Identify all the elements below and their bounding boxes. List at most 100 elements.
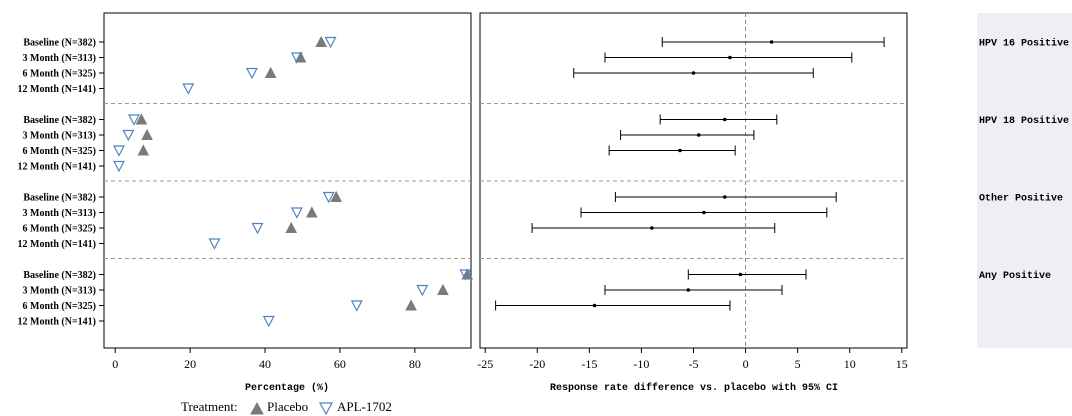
apl-1702-marker xyxy=(416,284,429,297)
row-label: 6 Month (N=325) xyxy=(23,224,96,235)
row-label: 12 Month (N=141) xyxy=(18,84,96,95)
row-label: 6 Month (N=325) xyxy=(23,69,96,80)
ci-bar xyxy=(531,223,776,233)
row-label: Baseline (N=382) xyxy=(23,115,96,126)
confidence-intervals xyxy=(495,37,885,311)
placebo-marker xyxy=(405,299,417,311)
group-label-panel xyxy=(977,13,1072,348)
group-label: Other Positive xyxy=(979,193,1063,205)
legend-placebo-marker xyxy=(250,401,264,415)
row-label: 3 Month (N=313) xyxy=(23,131,96,142)
x-tick-label: -5 xyxy=(689,357,699,371)
group-label: HPV 18 Positive xyxy=(979,115,1069,127)
ci-bar xyxy=(614,192,837,202)
apl-1702-marker xyxy=(112,145,125,157)
point-estimate xyxy=(769,40,774,44)
legend-apl-marker xyxy=(318,402,334,416)
apl-1702-marker xyxy=(324,36,337,49)
apl-1702-marker xyxy=(459,269,472,281)
group-labels: HPV 16 Positive HPV 18 Positive Other Posi… xyxy=(979,38,1069,283)
row-label: 12 Month (N=141) xyxy=(18,162,96,173)
ci-bar xyxy=(604,52,853,63)
apl-1702-marker xyxy=(322,191,335,204)
row-label: 3 Month (N=313) xyxy=(23,208,96,219)
row-label: 12 Month (N=141) xyxy=(18,317,96,328)
ci-bar xyxy=(687,269,807,280)
percentage-markers xyxy=(112,35,474,328)
ci-bar xyxy=(604,285,783,295)
placebo-marker xyxy=(306,206,318,218)
placebo-marker xyxy=(461,268,474,280)
placebo-marker xyxy=(330,190,343,202)
ci-bar xyxy=(620,130,755,140)
placebo-marker xyxy=(141,128,153,140)
point-estimate xyxy=(650,226,654,230)
apl-1702-marker xyxy=(290,207,303,219)
point-estimate xyxy=(592,303,597,308)
ci-bar xyxy=(659,114,778,125)
legend-apl-label: APL-1702 xyxy=(337,399,392,414)
point-estimate xyxy=(738,272,743,277)
apl-1702-marker xyxy=(122,129,135,142)
point-estimate xyxy=(722,195,727,199)
x-tick-label: 5 xyxy=(795,357,801,371)
x-tick-label: -25 xyxy=(477,357,493,371)
x-tick-label: 15 xyxy=(896,357,908,371)
x-tick-label: 80 xyxy=(409,357,421,371)
left-x-axis-title: Percentage (%) xyxy=(245,382,329,394)
placebo-marker xyxy=(315,35,328,47)
legend: Treatment: Placebo APL-1702 xyxy=(181,399,392,416)
x-tick-label: -20 xyxy=(529,357,545,371)
placebo-marker xyxy=(137,144,150,156)
x-tick-label: 10 xyxy=(844,357,856,371)
right-x-axis-title: Response rate difference vs. placebo wit… xyxy=(550,382,838,394)
point-estimate xyxy=(678,148,682,153)
placebo-marker xyxy=(437,283,449,295)
x-tick-label: 0 xyxy=(112,357,118,371)
right-group-separators xyxy=(480,13,907,348)
point-estimate xyxy=(702,210,706,215)
apl-1702-marker xyxy=(350,300,363,312)
x-tick-label: -15 xyxy=(581,357,597,371)
left-group-separators xyxy=(104,103,471,259)
ci-bar xyxy=(661,37,885,47)
right-x-axis: -25 -20 -15 -10 -5 0 5 10 15 xyxy=(477,348,908,371)
row-label: 6 Month (N=325) xyxy=(23,146,96,157)
apl-1702-marker xyxy=(112,160,125,173)
apl-1702-marker xyxy=(127,114,140,126)
row-label: Baseline (N=382) xyxy=(23,270,96,281)
row-label: 3 Month (N=313) xyxy=(23,53,96,64)
ci-bar xyxy=(608,145,736,156)
apl-1702-marker xyxy=(245,67,258,80)
row-label: 6 Month (N=325) xyxy=(23,301,96,312)
point-estimate xyxy=(728,55,732,60)
row-label: 3 Month (N=313) xyxy=(23,286,96,297)
row-label: Baseline (N=382) xyxy=(23,38,96,49)
row-labels: Baseline (N=382) 3 Month (N=313) 6 Month (… xyxy=(18,38,104,328)
point-estimate xyxy=(686,288,691,292)
apl-1702-marker xyxy=(208,238,221,250)
apl-1702-marker xyxy=(290,52,303,64)
point-estimate xyxy=(691,71,696,75)
left-x-axis: 0 20 40 60 80 xyxy=(112,348,421,371)
ci-bar xyxy=(580,207,828,218)
legend-title: Treatment: xyxy=(181,399,238,414)
x-tick-label: 20 xyxy=(184,357,196,371)
legend-placebo-label: Placebo xyxy=(267,399,308,414)
apl-1702-marker xyxy=(251,222,264,235)
placebo-marker xyxy=(285,221,298,233)
placebo-marker xyxy=(264,66,277,78)
point-estimate xyxy=(722,117,727,122)
apl-1702-marker xyxy=(262,315,275,328)
row-label: 12 Month (N=141) xyxy=(18,239,96,250)
x-tick-label: 0 xyxy=(743,357,749,371)
x-tick-label: 40 xyxy=(259,357,271,371)
group-label: HPV 16 Positive xyxy=(979,38,1069,50)
placebo-marker xyxy=(135,113,148,125)
x-tick-label: 60 xyxy=(334,357,346,371)
ci-bar xyxy=(573,68,814,78)
apl-1702-marker xyxy=(182,83,195,95)
ci-bar xyxy=(495,300,731,311)
point-estimate xyxy=(696,133,701,137)
